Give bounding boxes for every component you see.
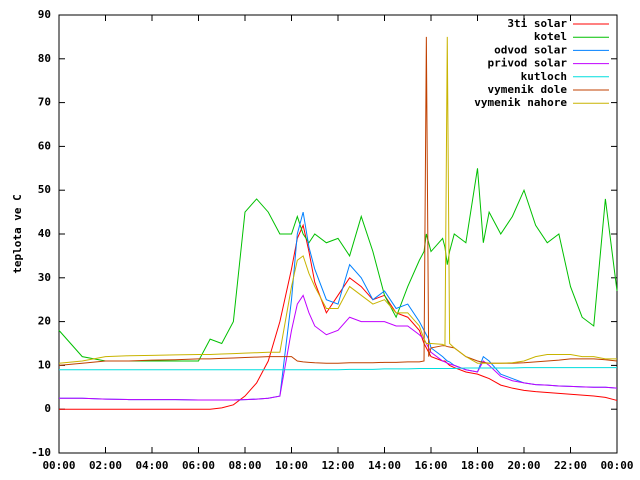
series-line xyxy=(59,367,617,371)
series-line xyxy=(58,36,617,364)
legend-label: 3ti solar xyxy=(507,17,567,30)
y-tick-label: 60 xyxy=(38,139,51,152)
series-line xyxy=(58,168,618,362)
x-tick-label: 18:00 xyxy=(461,459,494,472)
legend-label: odvod solar xyxy=(494,43,567,56)
x-tick-label: 22:00 xyxy=(554,459,587,472)
y-tick-label: 90 xyxy=(38,8,51,21)
x-tick-label: 04:00 xyxy=(135,459,168,472)
series-line xyxy=(59,223,618,410)
x-tick-label: 02:00 xyxy=(89,459,122,472)
legend-label: vymenik nahore xyxy=(474,96,567,109)
x-tick-label: 16:00 xyxy=(414,459,447,472)
legend-label: vymenik dole xyxy=(488,83,568,96)
y-tick-label: 80 xyxy=(38,52,51,65)
series-line xyxy=(58,36,618,366)
y-tick-label: 30 xyxy=(38,271,51,284)
y-tick-label: 20 xyxy=(38,315,51,328)
y-axis-label: teplota ve C xyxy=(11,194,24,273)
y-tick-label: 10 xyxy=(38,358,51,371)
x-tick-label: 10:00 xyxy=(275,459,308,472)
legend-label: kutloch xyxy=(521,70,567,83)
x-tick-label: 20:00 xyxy=(507,459,540,472)
y-tick-label: 40 xyxy=(38,227,51,240)
x-tick-label: 00:00 xyxy=(600,459,633,472)
x-tick-label: 14:00 xyxy=(368,459,401,472)
legend-label: privod solar xyxy=(488,57,568,70)
x-tick-label: 06:00 xyxy=(182,459,215,472)
x-tick-label: 00:00 xyxy=(42,459,75,472)
y-tick-label: 50 xyxy=(38,183,51,196)
x-tick-label: 12:00 xyxy=(321,459,354,472)
legend-label: kotel xyxy=(534,30,567,43)
x-tick-label: 08:00 xyxy=(228,459,261,472)
y-tick-label: -10 xyxy=(31,446,51,459)
series-line xyxy=(59,294,618,401)
y-tick-label: 0 xyxy=(44,402,51,415)
y-tick-label: 70 xyxy=(38,96,51,109)
